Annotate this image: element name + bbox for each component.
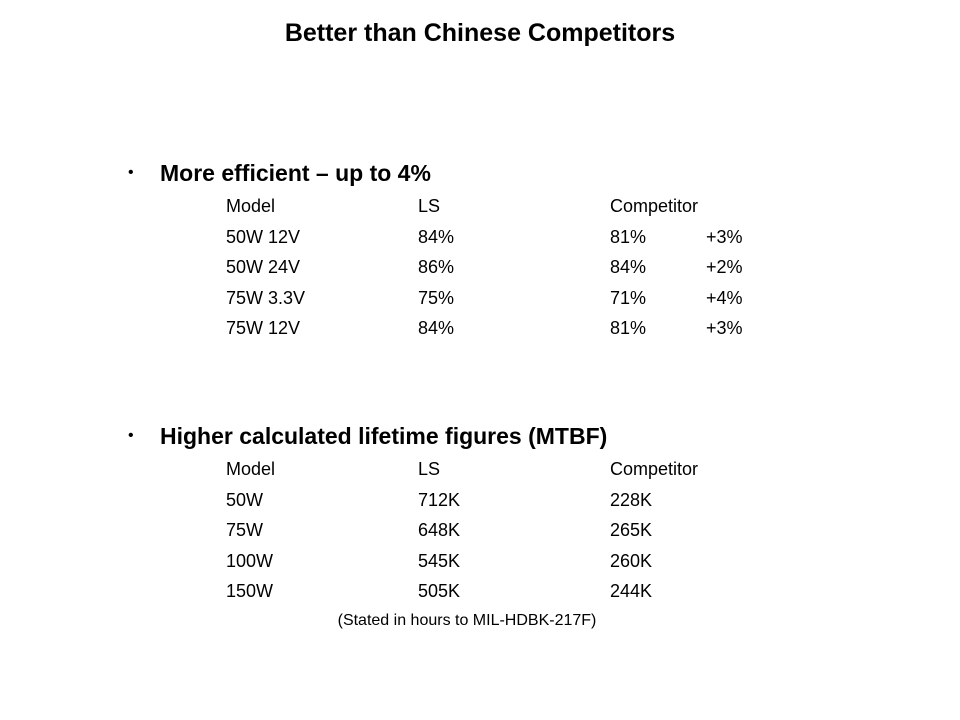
competitor-cell: 265K <box>610 520 653 540</box>
table-row: 150W 505K 244K <box>0 576 960 607</box>
mtbf-heading: Higher calculated lifetime figures (MTBF… <box>160 423 608 449</box>
bullet-icon: • <box>128 164 134 181</box>
column-header-competitor: Competitor <box>610 459 699 479</box>
efficiency-table-header: Model LS Competitor <box>0 191 960 222</box>
difference-cell: +4% <box>706 287 743 308</box>
ls-cell: 86% <box>418 257 455 277</box>
column-header-competitor: Competitor <box>610 196 699 216</box>
table-row: 100W 545K 260K <box>0 546 960 577</box>
model-cell: 150W <box>226 581 274 601</box>
competitor-cell: 260K <box>610 550 653 571</box>
difference-cell: +3% <box>706 318 743 338</box>
model-cell: 100W <box>226 550 274 571</box>
table-row: 75W 3.3V 75% 71% +4% <box>0 283 960 314</box>
efficiency-bullet-row: • More efficient – up to 4% <box>0 157 960 191</box>
difference-cell: +2% <box>706 257 743 277</box>
ls-cell: 75% <box>418 287 455 308</box>
efficiency-section: • More efficient – up to 4% Model LS Com… <box>0 157 960 344</box>
bullet-icon: • <box>128 427 134 444</box>
model-cell: 75W 12V <box>226 318 301 338</box>
efficiency-table: Model LS Competitor 50W 12V 84% 81% +3% … <box>0 191 960 344</box>
model-cell: 50W <box>226 489 264 510</box>
mtbf-table: Model LS Competitor 50W 712K 228K 75W 64… <box>0 454 960 607</box>
ls-cell: 545K <box>418 550 461 571</box>
column-header-ls: LS <box>418 459 441 479</box>
competitor-cell: 84% <box>610 257 647 277</box>
ls-cell: 505K <box>418 581 461 601</box>
competitor-cell: 81% <box>610 226 647 247</box>
model-cell: 75W 3.3V <box>226 287 306 308</box>
competitor-cell: 244K <box>610 581 653 601</box>
mtbf-bullet-row: • Higher calculated lifetime figures (MT… <box>0 420 960 454</box>
model-cell: 50W 12V <box>226 226 301 247</box>
mtbf-section: • Higher calculated lifetime figures (MT… <box>0 420 960 607</box>
ls-cell: 84% <box>418 318 455 338</box>
difference-cell: +3% <box>706 226 743 247</box>
mtbf-table-header: Model LS Competitor <box>0 454 960 485</box>
table-row: 50W 24V 86% 84% +2% <box>0 252 960 283</box>
efficiency-heading: More efficient – up to 4% <box>160 160 431 186</box>
column-header-model: Model <box>226 459 276 479</box>
model-cell: 50W 24V <box>226 257 301 277</box>
competitor-cell: 228K <box>610 489 653 510</box>
model-cell: 75W <box>226 520 264 540</box>
table-row: 50W 12V 84% 81% +3% <box>0 222 960 253</box>
slide-title: Better than Chinese Competitors <box>284 19 676 47</box>
column-header-model: Model <box>226 196 276 216</box>
ls-cell: 84% <box>418 226 455 247</box>
footnote: (Stated in hours to MIL-HDBK-217F) <box>337 612 597 629</box>
table-row: 75W 648K 265K <box>0 515 960 546</box>
ls-cell: 648K <box>418 520 461 540</box>
table-row: 75W 12V 84% 81% +3% <box>0 313 960 344</box>
competitor-cell: 71% <box>610 287 647 308</box>
table-row: 50W 712K 228K <box>0 485 960 516</box>
column-header-ls: LS <box>418 196 441 216</box>
competitor-cell: 81% <box>610 318 647 338</box>
ls-cell: 712K <box>418 489 461 510</box>
